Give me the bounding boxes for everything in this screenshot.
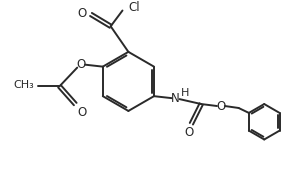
Text: O: O <box>76 58 86 71</box>
Text: Cl: Cl <box>129 1 140 14</box>
Text: O: O <box>216 99 226 113</box>
Text: O: O <box>185 126 194 139</box>
Text: CH₃: CH₃ <box>13 80 34 90</box>
Text: N: N <box>171 92 180 105</box>
Text: O: O <box>78 7 87 20</box>
Text: H: H <box>181 88 189 98</box>
Text: O: O <box>77 106 87 119</box>
